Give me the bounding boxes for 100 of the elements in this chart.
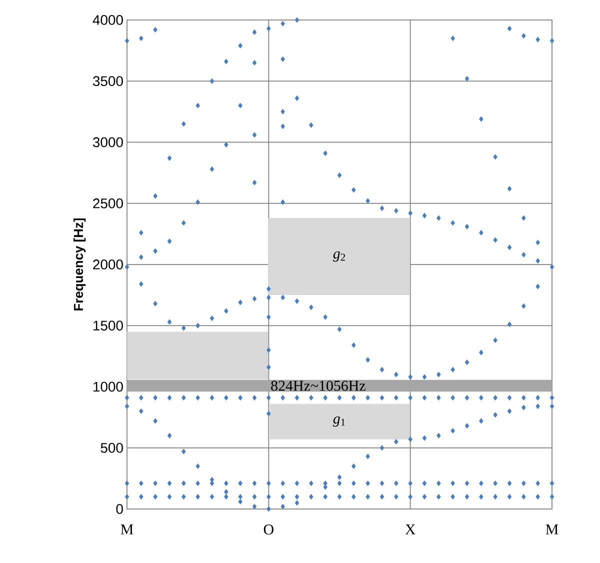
point xyxy=(479,230,484,236)
y-tick-label: 500 xyxy=(100,442,123,453)
band-label: g$_{1}$ xyxy=(332,416,345,427)
point xyxy=(224,480,228,486)
y-tick-label: 1500 xyxy=(94,320,123,331)
point xyxy=(536,36,540,42)
point xyxy=(323,314,328,320)
band-label: 824Hz~1056Hz xyxy=(271,380,366,391)
point xyxy=(366,480,370,486)
point xyxy=(182,448,186,454)
point xyxy=(182,480,186,486)
point xyxy=(266,294,271,300)
y-tick-label: 0 xyxy=(116,504,123,514)
point xyxy=(280,199,285,205)
point xyxy=(436,480,441,486)
point xyxy=(507,186,512,192)
point xyxy=(196,102,200,108)
point xyxy=(139,480,144,486)
point xyxy=(422,374,427,380)
point xyxy=(252,132,257,138)
point xyxy=(252,296,257,302)
point xyxy=(536,284,540,290)
point xyxy=(139,254,144,260)
point xyxy=(167,432,172,438)
point xyxy=(153,300,158,306)
point xyxy=(380,480,384,486)
point xyxy=(380,394,384,401)
point xyxy=(536,240,540,246)
point xyxy=(536,258,540,264)
point xyxy=(380,205,384,212)
point xyxy=(479,350,484,356)
point xyxy=(479,116,484,122)
point xyxy=(408,480,412,486)
point xyxy=(139,36,144,42)
point xyxy=(266,410,271,416)
point xyxy=(196,322,200,328)
point xyxy=(408,210,412,216)
point xyxy=(450,480,455,486)
point xyxy=(493,237,498,243)
point xyxy=(280,56,285,62)
y-tick-label: 3500 xyxy=(92,76,123,86)
point xyxy=(394,372,398,378)
point xyxy=(493,154,498,160)
point xyxy=(522,404,526,410)
point xyxy=(352,187,356,193)
point xyxy=(380,445,384,451)
point xyxy=(153,248,158,254)
point xyxy=(252,60,257,66)
x-tick-label: O xyxy=(264,524,274,535)
point xyxy=(550,404,554,410)
point xyxy=(124,480,130,486)
point xyxy=(124,394,130,401)
point xyxy=(266,506,271,512)
point xyxy=(436,372,441,378)
point xyxy=(493,338,498,344)
point xyxy=(167,394,172,401)
point xyxy=(139,408,144,414)
point xyxy=(139,230,144,236)
point xyxy=(294,394,300,401)
point xyxy=(422,480,427,486)
point xyxy=(238,498,242,504)
point xyxy=(507,394,512,401)
point xyxy=(196,463,200,469)
point xyxy=(210,78,214,84)
point xyxy=(550,480,554,486)
point xyxy=(252,394,257,401)
point xyxy=(536,404,540,410)
point xyxy=(464,494,470,500)
point xyxy=(352,342,356,348)
point xyxy=(366,198,370,204)
point xyxy=(210,494,214,500)
point xyxy=(380,366,384,372)
point xyxy=(266,347,271,353)
point xyxy=(238,300,242,306)
point xyxy=(507,480,512,486)
point xyxy=(294,500,300,506)
point xyxy=(167,319,172,325)
point xyxy=(182,121,186,127)
point xyxy=(124,264,130,270)
point xyxy=(422,394,427,401)
point xyxy=(167,480,172,486)
point xyxy=(224,58,228,64)
point xyxy=(352,463,356,469)
point xyxy=(252,180,257,186)
band-label: g$_{2}$ xyxy=(332,251,346,262)
point xyxy=(450,366,455,372)
point xyxy=(507,244,512,250)
point xyxy=(196,199,200,205)
point xyxy=(337,480,342,486)
point xyxy=(124,404,130,410)
point xyxy=(167,494,172,500)
point xyxy=(464,480,470,486)
point xyxy=(280,480,285,486)
point xyxy=(182,325,186,331)
point xyxy=(252,29,257,36)
y-tick-label: 2000 xyxy=(93,260,123,270)
point xyxy=(464,224,470,230)
x-tick-label: X xyxy=(405,524,416,534)
point xyxy=(422,212,427,218)
point xyxy=(266,314,271,320)
